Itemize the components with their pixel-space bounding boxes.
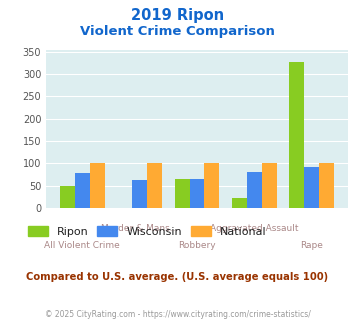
Text: 2019 Ripon: 2019 Ripon: [131, 8, 224, 23]
Bar: [147, 163, 162, 208]
Bar: [60, 185, 75, 208]
Bar: [319, 163, 334, 208]
Bar: [304, 167, 319, 208]
Text: Aggravated Assault: Aggravated Assault: [210, 224, 299, 233]
Bar: [175, 179, 190, 208]
Legend: Ripon, Wisconsin, National: Ripon, Wisconsin, National: [23, 222, 271, 241]
Bar: [204, 163, 219, 208]
Text: Rape: Rape: [300, 241, 323, 250]
Bar: [262, 163, 277, 208]
Bar: [132, 180, 147, 208]
Text: © 2025 CityRating.com - https://www.cityrating.com/crime-statistics/: © 2025 CityRating.com - https://www.city…: [45, 310, 310, 319]
Bar: [190, 179, 204, 208]
Text: Robbery: Robbery: [178, 241, 216, 250]
Text: Murder & Mans...: Murder & Mans...: [101, 224, 178, 233]
Bar: [75, 173, 90, 208]
Text: Violent Crime Comparison: Violent Crime Comparison: [80, 25, 275, 38]
Bar: [289, 62, 304, 208]
Bar: [90, 163, 105, 208]
Bar: [247, 172, 262, 208]
Text: Compared to U.S. average. (U.S. average equals 100): Compared to U.S. average. (U.S. average …: [26, 272, 329, 282]
Bar: [232, 198, 247, 208]
Text: All Violent Crime: All Violent Crime: [44, 241, 120, 250]
